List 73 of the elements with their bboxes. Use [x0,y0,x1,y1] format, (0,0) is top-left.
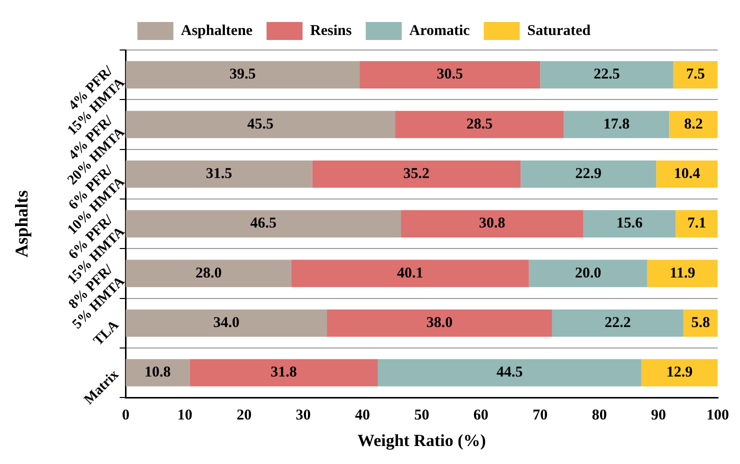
data-label: 17.8 [603,116,630,132]
bar [669,110,718,138]
bar [520,160,656,188]
data-label: 22.2 [604,314,631,331]
data-label: 44.5 [496,364,523,381]
bar [190,359,378,386]
data-label: 46.5 [250,216,276,232]
bar [360,61,540,88]
bar [540,61,674,88]
x-tick-label: 0 [122,407,130,424]
data-label: 31.8 [270,364,297,381]
legend-label: Asphaltene [180,22,253,39]
bar [126,309,327,337]
bar [395,110,564,138]
x-tick-label: 60 [473,407,488,424]
data-label: 5.8 [691,314,710,331]
y-axis-title: Asphalts [11,190,32,258]
bar [291,260,529,288]
data-label: 11.9 [670,265,696,282]
legend-label: Resins [310,22,352,39]
bar [673,61,718,88]
bar [378,359,642,386]
bar [401,210,584,238]
legend-label: Aromatic [409,22,470,39]
bar [583,210,676,238]
data-label: 30.5 [436,66,463,83]
x-tick-label: 10 [177,407,192,424]
x-tick-label: 30 [296,407,311,424]
bar [312,160,521,188]
data-label: 12.9 [666,364,693,381]
bar [528,260,648,288]
bar [126,359,190,386]
bar [564,110,670,138]
y-tick-label: TLA [91,317,123,349]
x-tick-label: 100 [706,407,729,424]
data-label: 8.2 [684,116,703,132]
bar [676,210,718,238]
x-tick-label: 50 [414,407,430,424]
data-label: 28.0 [195,265,222,282]
bar [647,260,718,288]
x-tick-label: 70 [532,407,548,424]
bar [326,309,552,337]
data-label: 38.0 [426,314,453,331]
bar [126,160,312,188]
x-tick-label: 40 [355,407,370,424]
bar [126,260,292,288]
x-tick-label: 20 [236,407,252,424]
data-label: 35.2 [403,166,430,182]
x-tick-label: 90 [651,407,666,424]
bar [126,210,401,238]
data-label: 22.9 [575,166,602,182]
data-label: 28.5 [466,116,493,132]
bar [641,359,718,386]
data-label: 45.5 [247,116,274,132]
data-label: 31.5 [206,166,232,182]
data-label: 7.1 [687,216,706,232]
data-label: 15.6 [616,216,644,232]
legend-label: Saturated [527,22,592,39]
bar [126,110,396,138]
data-label: 30.8 [479,216,506,232]
data-label: 40.1 [397,265,424,282]
x-tick-label: 80 [592,407,607,424]
bar [126,61,360,88]
data-label: 7.5 [686,66,705,83]
x-axis-title: Weight Ratio (%) [358,431,486,450]
data-label: 34.0 [213,314,240,331]
data-label: 10.8 [144,364,171,381]
bar [656,160,718,188]
data-label: 10.4 [674,166,701,182]
data-label: 22.5 [594,66,620,83]
data-label: 39.5 [230,66,256,83]
bar [552,309,684,337]
data-label: 20.0 [574,265,602,282]
